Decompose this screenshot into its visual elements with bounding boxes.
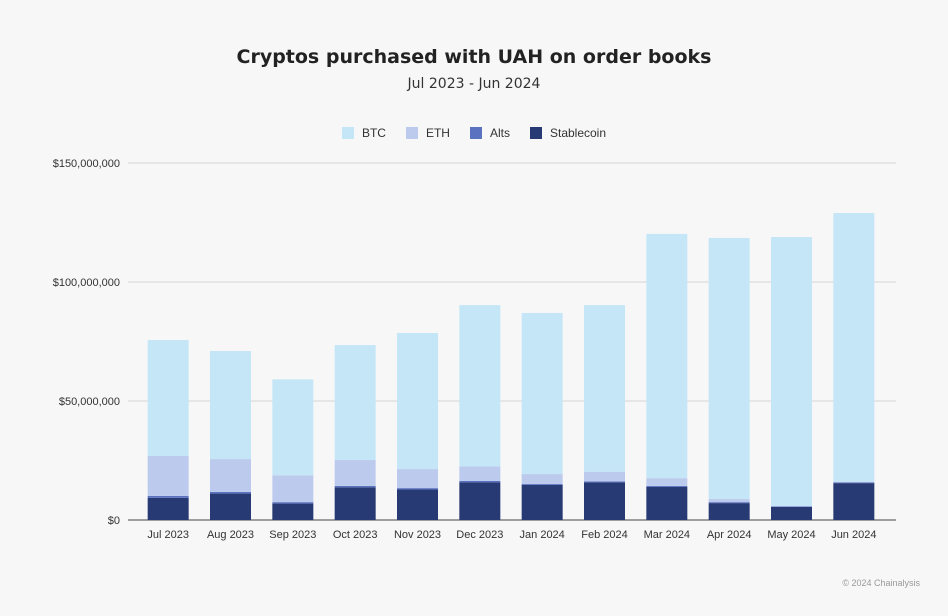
bar-alts [272, 502, 314, 504]
legend-label: Alts [489, 126, 510, 140]
bar-stablecoin [771, 506, 812, 520]
x-tick-label: Apr 2024 [707, 529, 752, 541]
bar-eth [708, 499, 750, 503]
bar-stablecoin [334, 487, 376, 520]
x-tick-label: Jun 2024 [831, 529, 876, 541]
bar-stablecoin [147, 497, 189, 520]
y-tick-label: $150,000,000 [53, 158, 120, 170]
bar-eth [521, 474, 563, 485]
legend-item-btc: BTC [341, 126, 386, 140]
bar-alts [646, 485, 688, 487]
bar-btc [272, 379, 314, 476]
bar-alts [147, 495, 189, 498]
x-tick-label: Feb 2024 [581, 529, 627, 541]
legend-label: ETH [425, 126, 450, 140]
bar-btc [646, 233, 688, 479]
bar-eth [272, 475, 314, 503]
chart-subtitle: Jul 2023 - Jun 2024 [407, 76, 541, 92]
y-tick-label: $50,000,000 [59, 396, 120, 408]
legend-label: BTC [361, 126, 386, 140]
x-tick-label: Oct 2023 [333, 529, 378, 541]
credit: © 2024 Chainalysis [842, 578, 920, 588]
bar-eth [210, 459, 251, 492]
x-tick-label: Dec 2023 [456, 529, 503, 541]
bar-alts [210, 491, 251, 494]
legend-swatch [341, 127, 354, 139]
bar-btc [584, 305, 625, 472]
bar-eth [646, 478, 688, 486]
bar-stablecoin [521, 485, 563, 520]
x-tick-label: Mar 2024 [644, 529, 690, 541]
y-tick-label: $0 [108, 515, 120, 527]
bar-stablecoin [210, 493, 251, 520]
bar-btc [708, 237, 750, 500]
legend-swatch [469, 127, 482, 139]
bar-alts [833, 482, 875, 484]
bar-stablecoin [646, 486, 688, 520]
bar-btc [833, 212, 875, 482]
legend-swatch [529, 127, 542, 139]
bar-alts [521, 484, 563, 486]
x-tick-label: Nov 2023 [394, 529, 441, 541]
bar-alts [397, 488, 438, 490]
bar-eth [584, 471, 625, 482]
bar-eth [833, 481, 875, 483]
bar-btc [521, 312, 563, 475]
bar-alts [584, 481, 625, 483]
bar-btc [459, 305, 501, 467]
x-tick-label: Jan 2024 [520, 529, 565, 541]
legend-item-alts: Alts [469, 126, 510, 140]
bar-eth [334, 460, 376, 486]
bar-btc [147, 340, 189, 456]
legend-label: Stablecoin [549, 126, 607, 140]
y-tick-label: $100,000,000 [53, 277, 120, 289]
legend: BTC ETH Alts Stablecoin [0, 126, 948, 140]
chart-title: Cryptos purchased with UAH on order book… [236, 46, 712, 68]
bar-stablecoin [272, 503, 314, 520]
bar-btc [771, 237, 812, 506]
x-tick-label: Sep 2023 [269, 529, 316, 541]
bar-alts [334, 485, 376, 488]
bar-eth [397, 469, 438, 489]
bar-stablecoin [397, 489, 438, 520]
bar-btc [397, 332, 438, 470]
bar-alts [708, 502, 750, 504]
bar-stablecoin [584, 482, 625, 520]
legend-item-stablecoin: Stablecoin [529, 126, 607, 140]
x-tick-label: Aug 2023 [207, 529, 254, 541]
bar-btc [334, 345, 376, 461]
bar-stablecoin [833, 483, 875, 520]
bar-btc [210, 351, 251, 460]
bar-alts [459, 480, 501, 483]
legend-swatch [405, 127, 418, 139]
bar-eth [147, 455, 189, 496]
x-tick-label: May 2024 [767, 529, 815, 541]
bar-eth [459, 466, 501, 481]
bar-stablecoin [459, 482, 501, 520]
bar-stablecoin [708, 503, 750, 520]
legend-item-eth: ETH [405, 126, 450, 140]
x-tick-label: Jul 2023 [147, 529, 189, 541]
